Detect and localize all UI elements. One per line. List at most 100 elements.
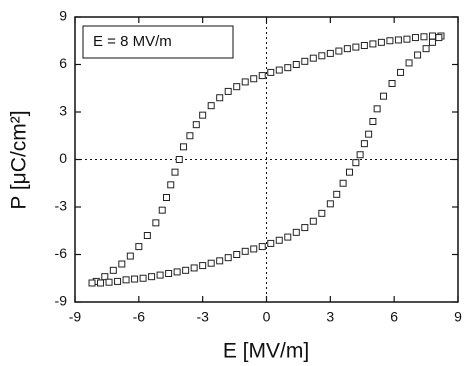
data-point [171,168,179,176]
data-point [352,159,360,167]
data-point [267,239,275,247]
y-tick-label: 3 [59,103,67,119]
data-point [199,111,207,119]
data-point [109,266,117,274]
data-point [233,83,241,91]
data-point [352,43,360,51]
data-point [114,277,122,285]
data-point [162,194,170,201]
data-point [180,143,188,151]
data-point [369,40,377,48]
data-point [190,264,198,272]
data-point [403,35,411,43]
data-point [173,268,181,276]
data-point [373,105,381,113]
data-point [224,87,232,95]
data-point [250,75,258,83]
y-tick-label: 6 [59,55,67,71]
data-point [275,236,283,244]
y-tick-label: -3 [55,198,68,214]
data-point [345,168,353,176]
y-tick-label: 0 [59,150,67,166]
data-point [148,273,156,281]
data-point [335,47,343,55]
y-tick-label: -6 [55,245,68,261]
data-point [422,45,430,53]
data-point [428,32,436,40]
x-tick-label: 9 [454,309,462,325]
x-tick-label: -3 [196,309,209,325]
data-point [182,266,190,274]
data-point [292,61,300,68]
x-tick-label: 6 [390,309,398,325]
data-point [139,274,147,282]
data-point [192,121,200,129]
data-point [105,278,113,286]
data-point [356,151,364,159]
y-tick-label: -9 [55,293,68,309]
data-point [216,94,224,102]
data-point [301,224,309,232]
data-point [97,279,105,287]
data-point [333,190,341,198]
data-point [126,252,134,260]
data-point [156,271,164,279]
data-point [199,262,207,270]
data-point [301,57,309,65]
data-point [309,217,317,225]
annotation: E = 8 MV/m [93,33,172,50]
data-point [339,179,347,187]
data-point [284,64,292,72]
x-tick-label: 3 [326,309,334,325]
data-point [207,102,215,110]
data-point [241,247,249,255]
data-point [135,243,143,251]
data-point [388,80,396,87]
data-point [165,270,173,277]
data-point [258,72,266,80]
x-tick-label: -9 [69,309,82,325]
data-point [175,156,183,163]
data-point [377,38,385,46]
data-point [122,276,130,284]
annotation-box [82,25,234,59]
data-point [131,275,139,283]
data-point [143,232,151,239]
data-point [186,132,194,140]
y-tick-label: 9 [59,8,67,24]
x-tick-label: 0 [263,309,271,325]
data-point [343,45,351,53]
data-point [414,51,422,59]
data-point [397,68,405,76]
data-point [241,78,249,86]
data-point [224,254,232,262]
data-point [326,49,334,57]
data-point [101,273,109,281]
data-point [326,200,334,208]
data-point [118,260,126,268]
data-point [435,34,443,42]
data-point [405,59,413,67]
data-point [284,233,292,241]
data-point [292,228,300,236]
data-point [386,37,394,45]
data-point [275,66,283,74]
data-point [394,36,402,44]
data-point [360,140,368,148]
data-point [360,42,368,49]
data-point [167,181,175,189]
y-axis-label: P [μC/cm²] [8,110,31,209]
data-point [88,279,96,287]
data-point [428,38,436,46]
data-point [250,245,258,253]
data-point [369,118,377,125]
data-point [318,52,326,60]
data-point [318,209,326,217]
data-point [267,68,275,76]
data-point [309,54,317,62]
data-point [411,34,419,42]
x-tick-label: -6 [133,309,146,325]
data-point [152,219,160,227]
data-point [216,257,224,265]
